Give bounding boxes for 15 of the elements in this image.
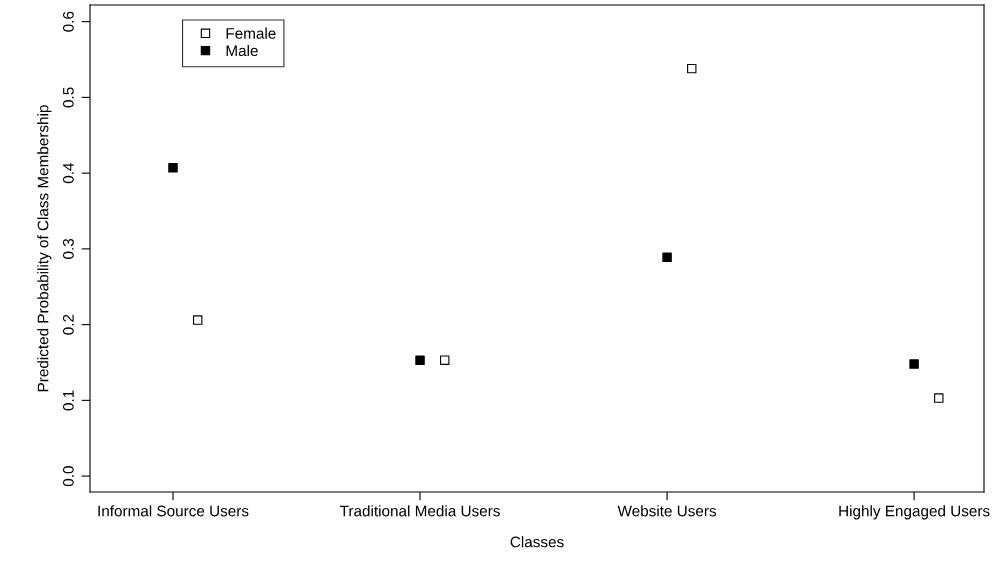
y-tick-label: 0.2: [62, 314, 74, 335]
legend-label: Female: [226, 27, 276, 39]
x-tick-label: Website Users: [617, 505, 717, 517]
y-tick-label: 0.1: [62, 390, 74, 411]
x-tick-label: Traditional Media Users: [340, 505, 500, 517]
x-tick-label: Informal Source Users: [98, 505, 249, 517]
x-tick-label: Highly Engaged Users: [839, 505, 990, 520]
y-tick-label: 0.4: [62, 162, 74, 184]
y-tick-label: 0.5: [62, 87, 74, 108]
legend-label: Male: [226, 44, 258, 57]
y-axis-title: Predicted Probability of Class Membership: [37, 105, 52, 392]
y-tick-label: 0.0: [62, 466, 74, 487]
y-tick-label: 0.6: [62, 11, 74, 32]
x-axis-title: Classes: [510, 536, 564, 548]
y-tick-label: 0.3: [62, 238, 74, 259]
